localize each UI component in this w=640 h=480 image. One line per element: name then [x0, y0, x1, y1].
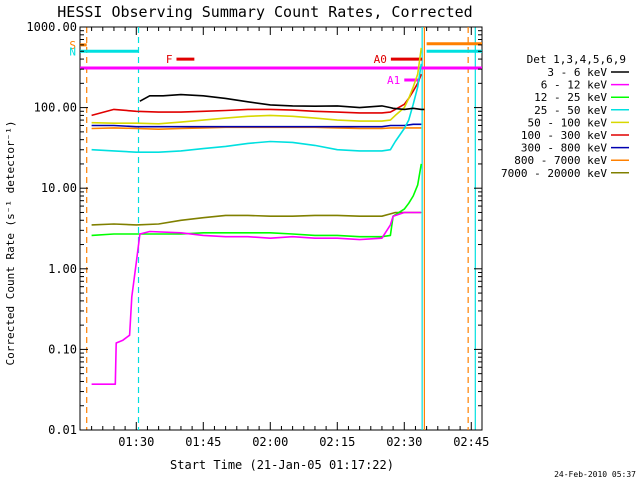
y-tick-label: 1000.00 [26, 20, 77, 34]
series-line-300-800-kev [91, 123, 422, 128]
y-tick-label: 10.00 [41, 181, 77, 195]
flag-label-f: F [166, 53, 173, 66]
legend-label-6-12-kev: 6 - 12 keV [541, 79, 608, 92]
legend-label-50-100-kev: 50 - 100 keV [528, 116, 608, 129]
legend-label-12-25-kev: 12 - 25 keV [534, 91, 607, 104]
x-tick-label: 02:00 [252, 435, 288, 449]
legend-label-7000-20000-kev: 7000 - 20000 keV [501, 167, 607, 180]
series-line-50-100-kev [91, 47, 423, 125]
legend-label-300-800-kev: 300 - 800 keV [521, 142, 607, 155]
x-axis-label: Start Time (21-Jan-05 01:17:22) [170, 458, 394, 472]
flag-label-a1: A1 [387, 74, 400, 87]
flag-label-a0: A0 [374, 53, 387, 66]
x-tick-label: 01:45 [185, 435, 221, 449]
x-tick-label: 01:30 [118, 435, 154, 449]
legend-label-800-7000-kev: 800 - 7000 keV [514, 154, 607, 167]
flag-label-s: S [69, 39, 76, 52]
legend-label-3-6-kev: 3 - 6 keV [547, 66, 607, 79]
series-line-6-12-kev [91, 211, 421, 386]
x-tick-label: 02:30 [386, 435, 422, 449]
flag-label-n: N [69, 45, 76, 58]
series-line-25-50-kev [91, 63, 423, 153]
legend-title: Det 1,3,4,5,6,9 [527, 53, 626, 66]
series-line-100-300-kev [91, 73, 423, 117]
chart-title: HESSI Observing Summary Count Rates, Cor… [57, 3, 472, 21]
y-axis-label: Corrected Count Rate (s⁻¹ detector⁻¹) [4, 120, 17, 365]
x-tick-label: 02:45 [453, 435, 489, 449]
legend-label-100-300-kev: 100 - 300 keV [521, 129, 607, 142]
legend-label-25-50-kev: 25 - 50 keV [534, 104, 607, 117]
axes-ticks: 0.01 0.10 1.00 10.00 100.00 1000.00 01:30 01:45… [26, 20, 489, 449]
series-line-7000-20000-kev [91, 211, 422, 226]
series-line-12-25-kev [91, 163, 423, 238]
y-tick-label: 0.10 [48, 342, 77, 356]
timestamp-footer: 24-Feb-2010 05:37 [554, 470, 636, 479]
y-tick-label: 100.00 [34, 101, 77, 115]
series-line-3-6-kev [139, 93, 425, 111]
series-line-800-7000-kev [91, 126, 422, 130]
x-tick-label: 02:15 [319, 435, 355, 449]
y-tick-label: 1.00 [48, 262, 77, 276]
y-tick-label: 0.01 [48, 423, 77, 437]
